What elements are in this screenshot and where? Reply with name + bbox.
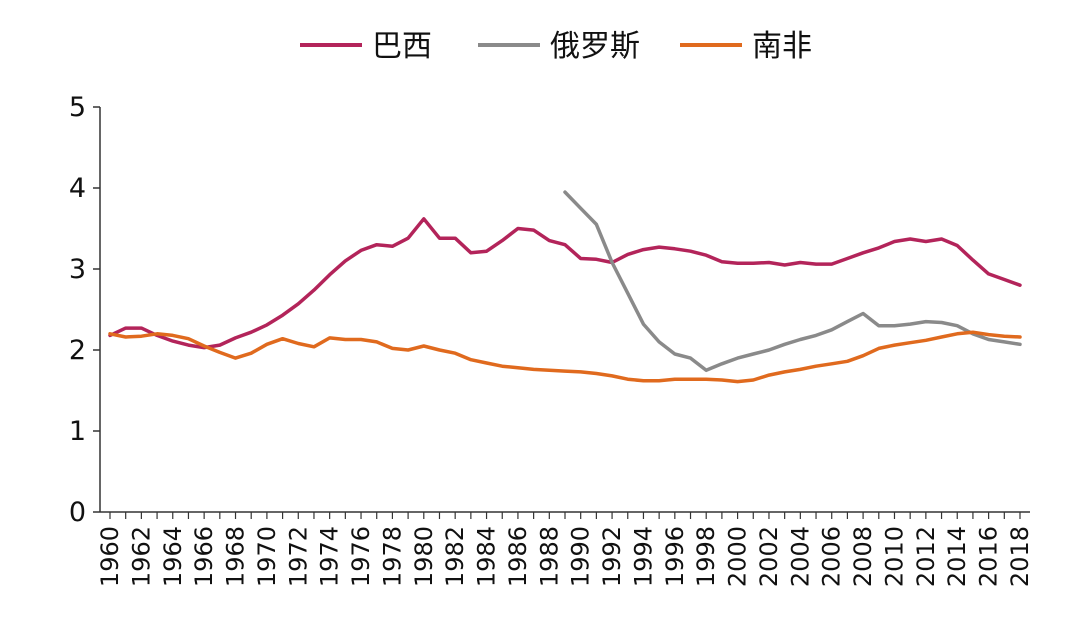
x-tick-label: 1964 xyxy=(159,526,187,587)
x-tick-label: 1996 xyxy=(661,526,689,587)
x-tick-label: 2008 xyxy=(849,526,877,587)
x-tick-label: 1982 xyxy=(441,526,469,587)
x-tick-label: 1986 xyxy=(504,526,532,587)
x-tick-label: 1988 xyxy=(535,526,563,587)
x-tick-label: 1972 xyxy=(284,526,312,587)
legend-label-1: 俄罗斯 xyxy=(550,29,640,64)
x-tick-label: 1962 xyxy=(127,526,155,587)
y-tick-label: 3 xyxy=(69,254,86,285)
x-tick-label: 2016 xyxy=(975,526,1003,587)
x-tick-label: 2000 xyxy=(724,526,752,587)
x-tick-label: 1984 xyxy=(473,526,501,587)
x-tick-label: 1978 xyxy=(378,526,406,587)
y-tick-label: 1 xyxy=(69,416,86,447)
x-tick-label: 2006 xyxy=(818,526,846,587)
x-tick-label: 1970 xyxy=(253,526,281,587)
legend-label-2: 南非 xyxy=(752,29,812,64)
x-tick-label: 2012 xyxy=(912,526,940,587)
x-tick-label: 2014 xyxy=(943,526,971,587)
x-tick-label: 2004 xyxy=(786,526,814,587)
x-tick-label: 1990 xyxy=(567,526,595,587)
x-tick-label: 1992 xyxy=(598,526,626,587)
y-tick-label: 0 xyxy=(69,497,86,528)
legend-label-0: 巴西 xyxy=(372,29,432,64)
x-tick-label: 1998 xyxy=(692,526,720,587)
x-tick-label: 1974 xyxy=(316,526,344,587)
y-tick-label: 4 xyxy=(69,173,86,204)
x-tick-label: 2002 xyxy=(755,526,783,587)
series-line-2 xyxy=(108,330,1022,384)
x-tick-label: 1960 xyxy=(96,526,124,587)
x-tick-label: 2018 xyxy=(1006,526,1034,587)
y-tick-label: 2 xyxy=(69,335,86,366)
y-tick-label: 5 xyxy=(69,92,86,123)
x-tick-label: 1968 xyxy=(222,526,250,587)
x-tick-label: 1966 xyxy=(190,526,218,587)
x-tick-label: 1980 xyxy=(410,526,438,587)
x-tick-label: 1976 xyxy=(347,526,375,587)
series-line-0 xyxy=(108,217,1022,350)
x-tick-label: 1994 xyxy=(629,526,657,587)
series-line-1 xyxy=(563,190,1022,373)
x-tick-label: 2010 xyxy=(880,526,908,587)
